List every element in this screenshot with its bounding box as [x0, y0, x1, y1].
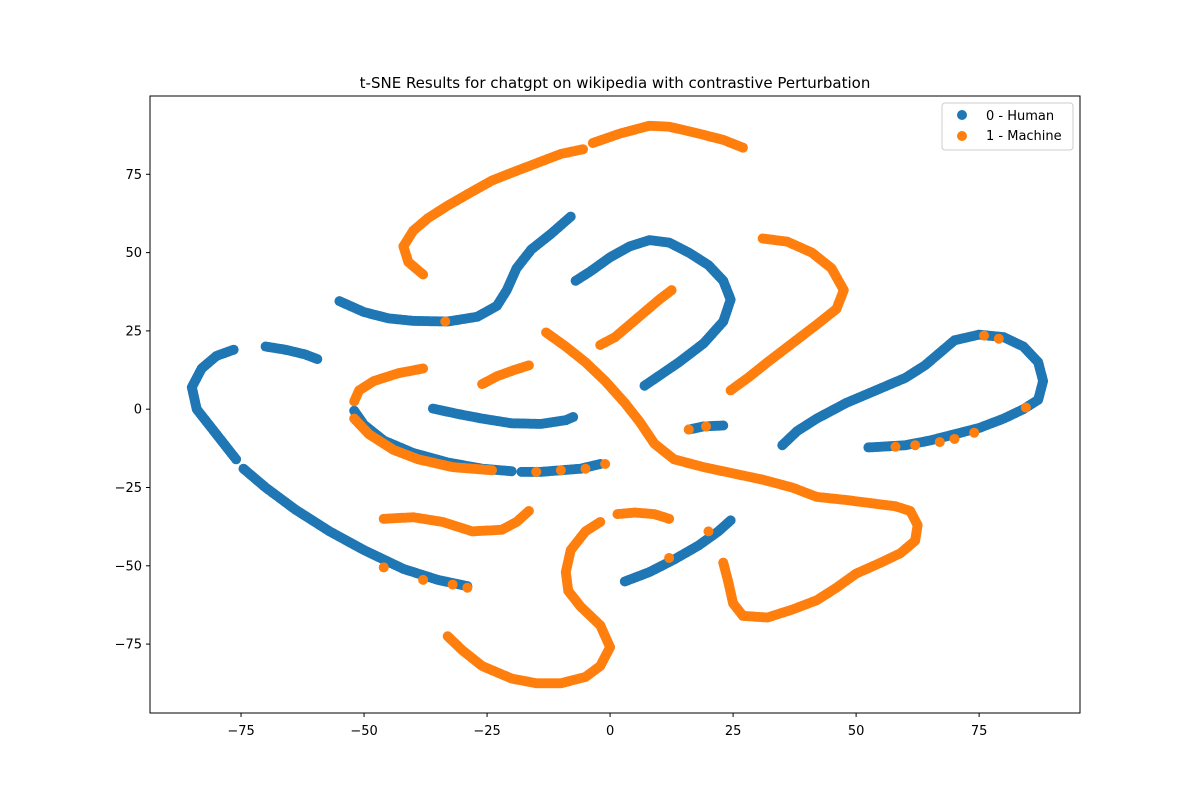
- x-tick-label: 50: [848, 724, 865, 739]
- machine-point: [440, 316, 451, 327]
- human-point: [565, 211, 576, 222]
- x-tick-label: −25: [473, 724, 500, 739]
- machine-point: [580, 463, 591, 474]
- human-point: [506, 466, 517, 477]
- machine-point: [910, 440, 921, 451]
- machine-point: [725, 385, 736, 396]
- legend-label-human: 0 - Human: [986, 109, 1054, 124]
- machine-point: [523, 360, 534, 371]
- chart-title: t-SNE Results for chatgpt on wikipedia w…: [360, 74, 871, 92]
- human-point: [312, 354, 323, 365]
- human-point: [863, 442, 874, 453]
- x-tick-label: 25: [725, 724, 742, 739]
- machine-point: [531, 466, 542, 477]
- x-tick-label: 75: [971, 724, 988, 739]
- machine-point: [447, 579, 458, 590]
- axis-ticks: −75 −50 −25 0 25 50 75 −75 −50 −25 0 25 50 75: [115, 168, 988, 739]
- machine-point: [664, 552, 675, 563]
- y-tick-label: −50: [115, 559, 142, 574]
- x-tick-label: −75: [227, 724, 254, 739]
- machine-point: [555, 465, 566, 476]
- legend: 0 - Human 1 - Machine: [941, 102, 1074, 151]
- legend-marker-human: [957, 110, 967, 120]
- x-tick-label: −50: [350, 724, 377, 739]
- machine-point: [378, 562, 389, 573]
- legend-marker-machine: [957, 131, 967, 141]
- machine-point: [949, 433, 960, 444]
- y-tick-label: 0: [134, 403, 142, 418]
- human-point: [725, 515, 736, 526]
- machine-point: [934, 437, 945, 448]
- machine-point: [486, 465, 497, 476]
- machine-point: [737, 142, 748, 153]
- machine-point: [890, 441, 901, 452]
- machine-point: [683, 424, 694, 435]
- machine-point: [701, 421, 712, 432]
- human-point: [718, 420, 729, 431]
- machine-point: [349, 396, 360, 407]
- machine-point: [442, 631, 453, 642]
- human-point: [639, 380, 650, 391]
- points-layer: [186, 120, 1049, 689]
- machine-point: [578, 144, 589, 155]
- machine-point: [523, 505, 534, 516]
- machine-point: [462, 582, 473, 593]
- machine-point: [600, 459, 611, 470]
- machine-point: [979, 330, 990, 341]
- y-tick-label: −75: [115, 638, 142, 653]
- y-tick-label: 50: [125, 246, 142, 261]
- machine-point: [664, 513, 675, 524]
- legend-label-machine: 1 - Machine: [986, 129, 1062, 144]
- machine-point: [703, 526, 714, 537]
- machine-point: [993, 333, 1004, 344]
- y-tick-label: −25: [115, 481, 142, 496]
- machine-point: [718, 557, 729, 568]
- x-tick-label: 0: [606, 724, 614, 739]
- machine-point: [666, 285, 677, 296]
- human-point: [231, 454, 242, 465]
- machine-point: [1020, 402, 1031, 413]
- plot-area-frame: [149, 95, 1081, 714]
- legend-box: [941, 102, 1074, 151]
- machine-point: [418, 574, 429, 585]
- human-point: [568, 412, 579, 423]
- y-tick-label: 75: [125, 168, 142, 183]
- machine-point: [969, 427, 980, 438]
- y-tick-label: 25: [125, 324, 142, 339]
